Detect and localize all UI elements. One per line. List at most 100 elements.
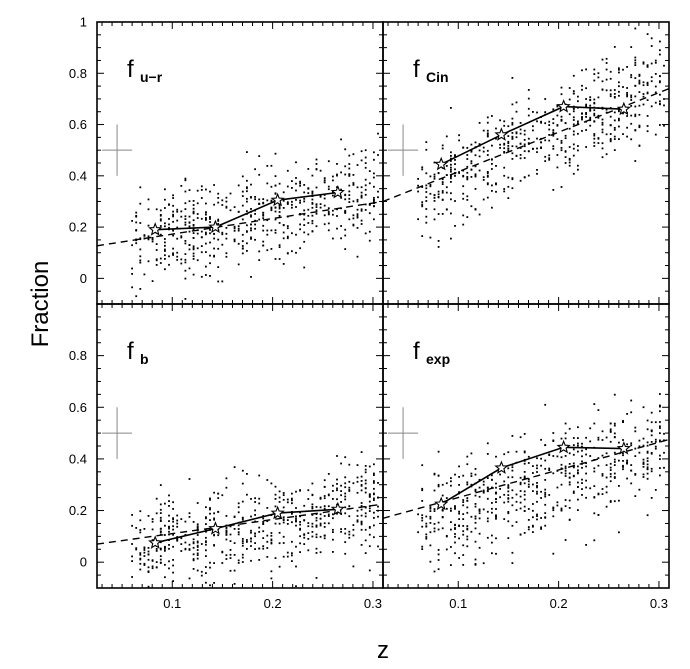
scatter-point — [164, 248, 166, 251]
scatter-point — [425, 536, 428, 538]
scatter-point — [315, 536, 318, 539]
scatter-point — [213, 247, 215, 250]
scatter-point — [646, 466, 649, 469]
scatter-point — [511, 476, 514, 479]
scatter-point — [638, 104, 641, 107]
scatter-point — [568, 483, 571, 486]
scatter-point — [466, 535, 469, 538]
scatter-point — [336, 174, 338, 177]
scatter-point — [356, 216, 359, 219]
scatter-point — [486, 182, 489, 185]
scatter-point — [360, 508, 363, 511]
scatter-point — [421, 500, 424, 502]
scatter-point — [581, 112, 583, 115]
scatter-point — [319, 195, 322, 197]
scatter-point — [450, 170, 452, 173]
scatter-point — [274, 485, 277, 488]
scatter-point — [527, 483, 530, 486]
scatter-point — [634, 85, 637, 87]
scatter-point — [421, 235, 424, 237]
scatter-point — [332, 551, 334, 553]
y-tick-label: 0.8 — [69, 66, 87, 81]
scatter-point — [503, 501, 506, 504]
scatter-point — [217, 223, 220, 225]
scatter-point — [241, 218, 244, 221]
scatter-point — [225, 558, 228, 560]
scatter-point — [515, 145, 518, 148]
scatter-point — [229, 553, 232, 556]
scatter-point — [491, 206, 493, 209]
scatter-point — [209, 566, 211, 569]
scatter-point — [478, 512, 481, 515]
scatter-point — [282, 542, 285, 544]
scatter-point — [315, 168, 318, 171]
scatter-point — [258, 497, 261, 500]
scatter-point — [581, 442, 583, 445]
scatter-point — [368, 526, 371, 528]
scatter-point — [196, 502, 199, 504]
scatter-point — [299, 247, 301, 250]
scatter-point — [466, 195, 469, 198]
scatter-point — [441, 494, 444, 497]
scatter-point — [437, 485, 440, 488]
scatter-point — [613, 461, 616, 463]
scatter-point — [176, 219, 179, 222]
scatter-point — [151, 520, 154, 523]
scatter-point — [168, 544, 170, 546]
scatter-point — [437, 559, 440, 561]
scatter-point — [503, 151, 506, 154]
scatter-point — [495, 498, 497, 501]
scatter-point — [233, 466, 236, 468]
scatter-point — [246, 242, 248, 245]
scatter-point — [491, 144, 493, 147]
scatter-point — [348, 218, 351, 221]
scatter-point — [585, 448, 587, 451]
scatter-point — [626, 135, 628, 138]
scatter-point — [450, 198, 452, 201]
scatter-point — [585, 87, 587, 90]
scatter-point — [581, 494, 583, 496]
scatter-point — [196, 527, 199, 530]
scatter-point — [225, 206, 228, 209]
scatter-point — [250, 515, 252, 518]
scatter-point — [482, 129, 485, 132]
scatter-point — [139, 237, 142, 240]
scatter-point — [597, 492, 600, 495]
scatter-point — [373, 176, 375, 179]
scatter-point — [217, 266, 220, 268]
scatter-point — [466, 177, 469, 180]
scatter-point — [282, 516, 285, 519]
scatter-point — [646, 99, 649, 101]
scatter-point — [548, 124, 551, 126]
scatter-point — [445, 186, 448, 189]
scatter-point — [527, 480, 530, 483]
scatter-point — [462, 185, 465, 188]
scatter-point — [482, 508, 485, 511]
scatter-point — [642, 93, 645, 95]
scatter-point — [172, 528, 174, 531]
scatter-point — [421, 545, 424, 548]
scatter-point — [445, 208, 448, 211]
scatter-point — [344, 495, 347, 498]
scatter-point — [613, 424, 616, 427]
scatter-point — [552, 432, 555, 434]
scatter-point — [172, 517, 174, 520]
scatter-point — [474, 141, 477, 144]
scatter-point — [368, 170, 371, 172]
scatter-point — [634, 95, 637, 98]
scatter-point — [307, 208, 310, 211]
scatter-point — [291, 512, 293, 515]
scatter-point — [552, 472, 555, 475]
scatter-point — [568, 507, 571, 509]
scatter-point — [499, 473, 501, 476]
scatter-point — [605, 68, 608, 71]
scatter-point — [593, 133, 596, 135]
scatter-point — [429, 515, 432, 518]
scatter-point — [192, 559, 195, 562]
scatter-point — [429, 531, 432, 534]
scatter-point — [327, 515, 330, 517]
scatter-point — [613, 93, 616, 95]
scatter-point — [286, 235, 289, 238]
scatter-point — [270, 206, 273, 209]
scatter-point — [250, 208, 252, 210]
